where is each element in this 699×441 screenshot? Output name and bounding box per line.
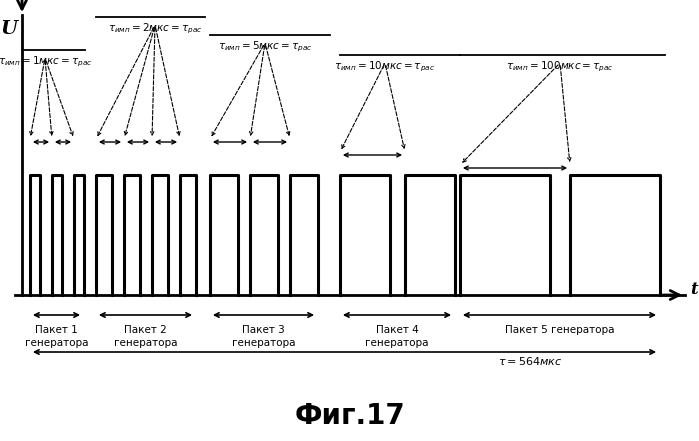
Text: Пакет 3: Пакет 3 — [242, 325, 285, 335]
Text: Фиг.17: Фиг.17 — [294, 402, 405, 430]
Text: генератора: генератора — [366, 338, 428, 348]
Text: Пакет 1: Пакет 1 — [35, 325, 78, 335]
Text: Пакет 2: Пакет 2 — [124, 325, 167, 335]
Text: генератора: генератора — [232, 338, 295, 348]
Text: $\tau_{имп}=2мкс=\tau_{рас}$: $\tau_{имп}=2мкс=\tau_{рас}$ — [108, 22, 202, 37]
Text: t: t — [690, 281, 698, 299]
Text: Пакет 5 генератора: Пакет 5 генератора — [505, 325, 614, 335]
Text: $\tau = 564мкс$: $\tau = 564мкс$ — [498, 355, 562, 367]
Text: $\tau_{имп}=5мкс=\tau_{рас}$: $\tau_{имп}=5мкс=\tau_{рас}$ — [217, 40, 312, 54]
Text: Пакет 4: Пакет 4 — [375, 325, 419, 335]
Text: генератора: генератора — [24, 338, 88, 348]
Text: $\tau_{имп}=1мкс=\tau_{рас}$: $\tau_{имп}=1мкс=\tau_{рас}$ — [0, 55, 92, 69]
Text: генератора: генератора — [114, 338, 178, 348]
Text: $\tau_{имп}=10мкс=\tau_{рас}$: $\tau_{имп}=10мкс=\tau_{рас}$ — [334, 60, 435, 75]
Text: U: U — [0, 20, 17, 38]
Text: $\tau_{имп}=100мкс=\tau_{рас}$: $\tau_{имп}=100мкс=\tau_{рас}$ — [506, 60, 614, 75]
